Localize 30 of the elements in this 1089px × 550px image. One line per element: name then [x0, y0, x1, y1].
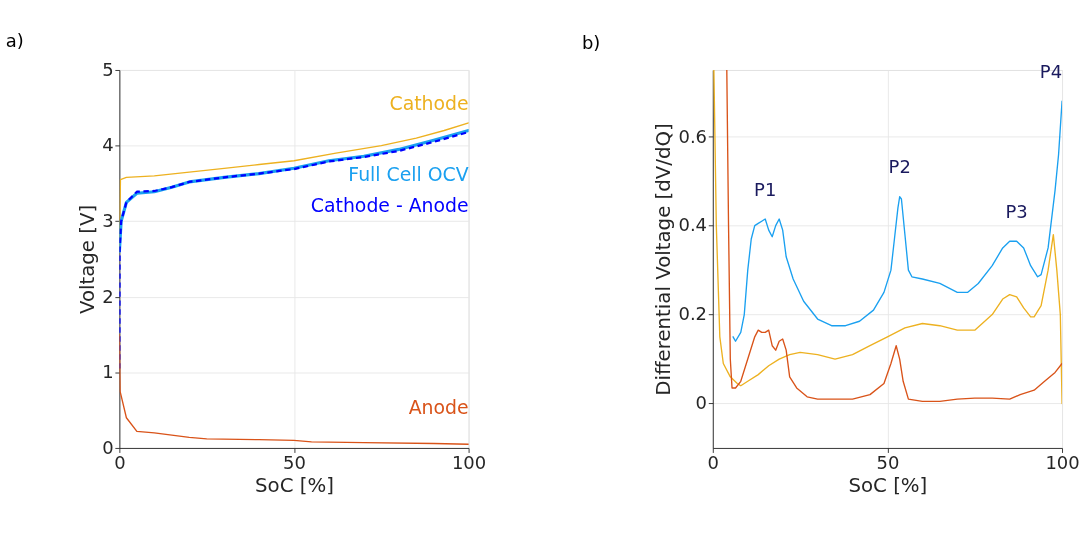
series-label: Cathode - Anode — [310, 194, 469, 216]
y-axis-title: Differential Voltage [dV/dQ] — [652, 123, 676, 396]
x-tick-label: 100 — [451, 452, 487, 474]
y-tick-label: 4 — [102, 134, 114, 156]
y-tick-label: 0.4 — [678, 214, 707, 236]
series-label: Anode — [408, 396, 469, 418]
line-series — [119, 130, 469, 370]
y-tick-label: 0.2 — [678, 303, 707, 325]
annotation: P4 — [1039, 60, 1063, 82]
annotation: P3 — [1005, 200, 1028, 222]
x-tick-label: 50 — [876, 452, 900, 474]
y-tick-label: 5 — [102, 58, 114, 80]
line-series — [732, 100, 1063, 342]
y-tick-label: 0 — [102, 436, 114, 458]
x-tick-label: 100 — [1045, 452, 1080, 474]
x-axis-title: SoC [%] — [848, 473, 928, 497]
y-tick-label: 3 — [102, 210, 114, 232]
y-tick-label: 2 — [102, 285, 114, 307]
x-tick-label: 50 — [283, 452, 306, 474]
chart-title: b) — [581, 32, 601, 54]
y-axis-title: Voltage [V] — [76, 204, 100, 315]
y-tick-label: 0 — [695, 392, 707, 414]
y-tick-label: 1 — [102, 361, 114, 383]
annotation: P1 — [754, 178, 777, 200]
series-label: Cathode — [389, 93, 469, 115]
y-tick-label: 0.6 — [678, 125, 707, 147]
annotation: P2 — [888, 156, 911, 178]
series-label: Full Cell OCV — [348, 163, 469, 185]
chart-title: a) — [5, 29, 24, 51]
x-axis-title: SoC [%] — [255, 473, 334, 497]
